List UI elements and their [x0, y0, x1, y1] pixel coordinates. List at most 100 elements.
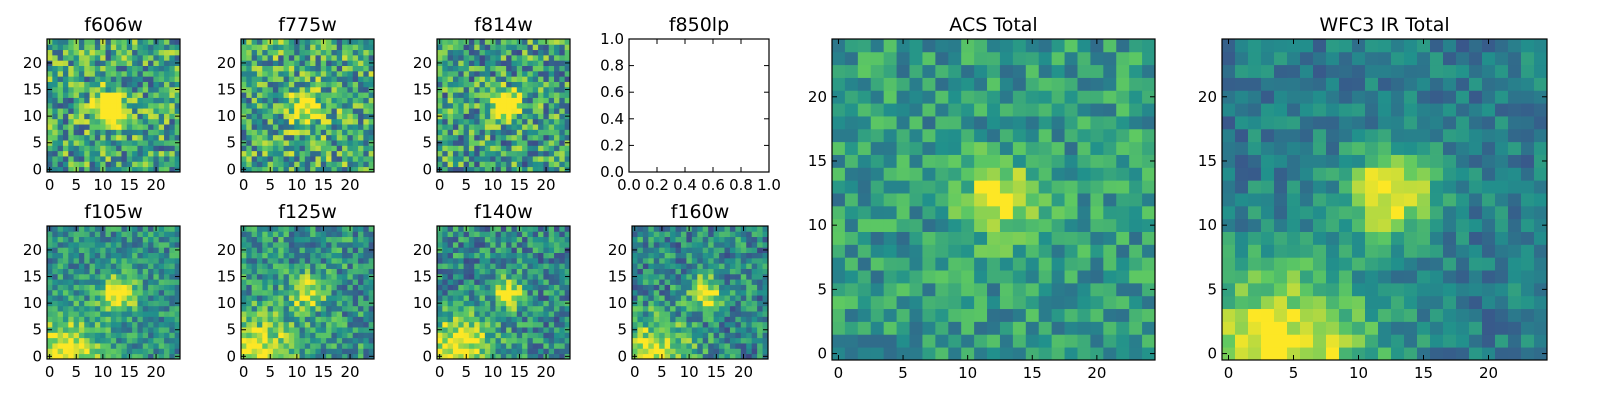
pixel — [164, 343, 170, 349]
pixel — [142, 231, 149, 238]
pixel — [137, 289, 144, 296]
pixel — [278, 241, 284, 248]
pixel — [331, 279, 338, 285]
pixel — [246, 343, 253, 349]
pixel — [105, 124, 112, 130]
pixel — [169, 81, 176, 88]
pixel — [452, 140, 459, 146]
pixel — [844, 205, 859, 220]
pixel — [452, 92, 459, 98]
pixel — [1012, 308, 1027, 322]
pixel — [653, 236, 660, 243]
pixel — [304, 289, 311, 296]
pixel — [442, 140, 449, 146]
pixel — [653, 231, 660, 238]
pixel — [89, 113, 96, 120]
pixel — [262, 247, 268, 253]
pixel — [294, 316, 300, 323]
y-tick-label: 15 — [217, 268, 236, 286]
pixel — [857, 244, 872, 258]
pixel — [479, 49, 486, 56]
pixel — [47, 49, 53, 56]
x-tick-label: 15 — [707, 363, 726, 381]
y-tick-label: 0.0 — [600, 163, 624, 181]
pixel — [358, 353, 364, 360]
pixel — [702, 305, 709, 312]
pixel — [137, 263, 144, 269]
pixel — [511, 289, 518, 296]
pixel — [554, 321, 560, 328]
pixel — [516, 86, 523, 93]
pixel — [458, 76, 464, 82]
pixel — [474, 70, 480, 77]
pixel — [62, 44, 69, 51]
pixel — [368, 257, 375, 264]
pixel — [94, 321, 101, 328]
pixel — [331, 321, 338, 328]
pixel — [554, 252, 560, 259]
pixel — [272, 65, 279, 72]
pixel — [948, 270, 962, 284]
pixel — [659, 295, 666, 301]
pixel — [538, 300, 544, 307]
pixel — [78, 44, 85, 51]
pixel — [458, 140, 464, 146]
pixel — [174, 118, 181, 125]
pixel — [267, 129, 274, 136]
pixel — [84, 102, 90, 109]
pixel — [474, 343, 480, 349]
pixel — [987, 218, 1001, 232]
pixel — [52, 231, 59, 238]
pixel — [315, 273, 322, 280]
pixel — [116, 279, 122, 285]
pixel — [506, 236, 512, 243]
pixel — [164, 129, 170, 136]
pixel — [342, 108, 348, 114]
pixel — [251, 252, 258, 259]
pixel — [719, 343, 725, 349]
pixel — [100, 247, 106, 253]
pixel — [468, 263, 475, 269]
pixel — [336, 102, 343, 109]
pixel — [452, 113, 459, 120]
pixel — [241, 311, 247, 317]
pixel — [648, 273, 655, 280]
pixel — [463, 60, 470, 66]
pixel — [987, 180, 1001, 194]
pixel — [153, 257, 160, 264]
pixel — [659, 348, 666, 355]
pixel — [740, 257, 747, 264]
pixel — [326, 295, 332, 301]
pixel — [358, 279, 364, 285]
pixel — [241, 118, 247, 125]
pixel — [251, 327, 258, 333]
pixel — [538, 65, 544, 72]
pixel — [559, 343, 566, 349]
pixel — [153, 140, 160, 146]
pixel — [320, 44, 327, 51]
pixel — [1012, 193, 1027, 207]
pixel — [89, 273, 96, 280]
pixel — [164, 284, 170, 291]
pixel — [500, 92, 507, 98]
pixel — [174, 161, 181, 168]
pixel — [559, 289, 566, 296]
pixel — [516, 150, 523, 157]
pixel — [691, 226, 698, 232]
pixel — [974, 347, 988, 361]
pixel — [126, 140, 133, 146]
pixel — [458, 316, 464, 323]
pixel — [447, 39, 454, 45]
pixel — [724, 305, 731, 312]
pixel — [516, 231, 523, 238]
pixel — [310, 124, 316, 130]
pixel — [532, 284, 539, 291]
pixel — [121, 81, 128, 88]
pixel — [474, 156, 480, 162]
pixel — [262, 263, 268, 269]
pixel — [832, 218, 846, 232]
pixel — [559, 305, 566, 312]
pixel — [116, 124, 122, 130]
x-tick-label: 5 — [265, 176, 275, 194]
pixel — [169, 118, 176, 125]
